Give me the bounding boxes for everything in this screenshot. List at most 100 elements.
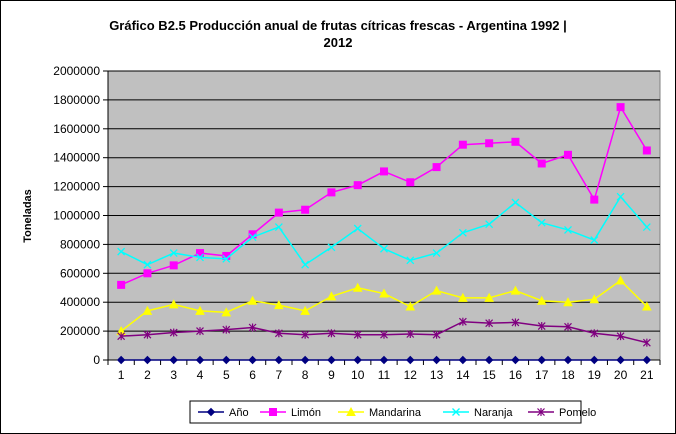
data-point <box>564 225 572 234</box>
data-point <box>616 332 625 341</box>
data-point <box>432 163 441 172</box>
x-tick-labels: 1 2 3 4 5 6 7 8 9 10 11 12 13 14 15 16 17 18 19 20 21 <box>118 368 654 382</box>
legend-marker <box>346 406 356 416</box>
data-point <box>169 261 178 270</box>
data-point <box>405 301 416 311</box>
data-point <box>406 355 415 365</box>
y-tick-label: 400000 <box>60 295 100 309</box>
data-point <box>117 247 126 256</box>
data-point <box>274 223 283 232</box>
data-point <box>537 159 546 168</box>
x-tick-label: 1 <box>118 368 125 382</box>
legend: Año Limón Mandarina Naranja Pomelo <box>198 406 596 419</box>
series-3 <box>117 192 651 269</box>
data-point <box>511 355 520 365</box>
data-point <box>615 275 626 285</box>
data-point <box>221 307 232 317</box>
data-point <box>380 244 388 253</box>
data-point <box>510 285 521 295</box>
chart-title-line2: 2012 <box>324 35 353 50</box>
data-point <box>485 220 494 229</box>
data-point <box>406 178 415 187</box>
data-point <box>511 137 520 146</box>
data-point <box>458 355 468 365</box>
data-point <box>458 317 467 326</box>
data-point <box>484 292 494 302</box>
data-point <box>380 167 388 176</box>
data-point <box>117 280 126 289</box>
data-point <box>248 323 257 332</box>
data-point <box>563 297 573 307</box>
data-point <box>353 181 362 190</box>
data-point <box>142 305 153 315</box>
data-point <box>431 285 442 295</box>
y-tick-label: 200000 <box>60 324 100 338</box>
data-point <box>327 243 336 252</box>
data-point <box>195 305 205 315</box>
x-tick-label: 13 <box>430 368 444 382</box>
data-point <box>536 295 547 305</box>
legend-label: Año <box>229 407 249 419</box>
y-tick-label: 1600000 <box>53 122 100 136</box>
data-point <box>511 198 520 207</box>
series-4 <box>117 317 651 347</box>
data-point <box>590 195 599 204</box>
data-point <box>195 355 205 365</box>
legend-label: Mandarina <box>369 407 422 419</box>
data-point <box>117 332 126 341</box>
x-tick-label: 2 <box>144 368 151 382</box>
x-tick-label: 14 <box>456 368 470 382</box>
legend-marker <box>452 408 460 416</box>
data-point <box>485 139 494 148</box>
legend-entry: Naranja <box>443 407 513 419</box>
data-point <box>326 291 337 301</box>
data-point <box>616 192 625 201</box>
data-point <box>485 319 494 328</box>
data-point <box>642 338 651 347</box>
data-point <box>432 330 441 339</box>
x-tick-label: 8 <box>302 368 309 382</box>
data-point <box>537 355 546 365</box>
data-point <box>143 269 152 278</box>
data-point <box>589 294 600 304</box>
data-point <box>196 327 204 336</box>
data-point <box>274 355 284 365</box>
data-point <box>274 208 283 217</box>
x-tick-label: 11 <box>378 368 391 382</box>
data-point <box>143 260 152 269</box>
data-point <box>169 328 178 337</box>
x-tick-label: 4 <box>197 368 204 382</box>
x-tick-label: 6 <box>249 368 256 382</box>
data-point <box>222 355 231 365</box>
data-point <box>484 355 494 365</box>
data-point <box>537 322 546 331</box>
data-point <box>116 355 126 365</box>
data-point <box>616 355 625 365</box>
data-point <box>169 355 178 365</box>
data-point <box>432 355 441 365</box>
x-tick-label: 17 <box>535 368 549 382</box>
x-tick-label: 10 <box>351 368 365 382</box>
series-0 <box>116 355 652 365</box>
data-point <box>327 329 336 338</box>
x-tick-label: 3 <box>170 368 177 382</box>
data-point <box>406 256 415 265</box>
data-point <box>300 305 310 315</box>
data-point <box>537 218 546 227</box>
data-point <box>353 224 362 233</box>
data-point <box>143 330 152 339</box>
data-point <box>564 150 572 159</box>
data-point <box>169 249 178 258</box>
data-point <box>564 322 572 331</box>
legend-marker <box>269 408 277 416</box>
data-point <box>642 223 651 232</box>
data-point <box>458 228 467 237</box>
y-tick-label: 1800000 <box>53 93 100 107</box>
data-point <box>222 254 231 263</box>
data-point <box>642 301 652 311</box>
legend-entry: Limón <box>260 407 321 419</box>
y-tick-label: 600000 <box>60 266 100 280</box>
y-tick-label: 800000 <box>60 237 100 251</box>
data-point <box>379 355 389 365</box>
data-point <box>196 253 204 262</box>
